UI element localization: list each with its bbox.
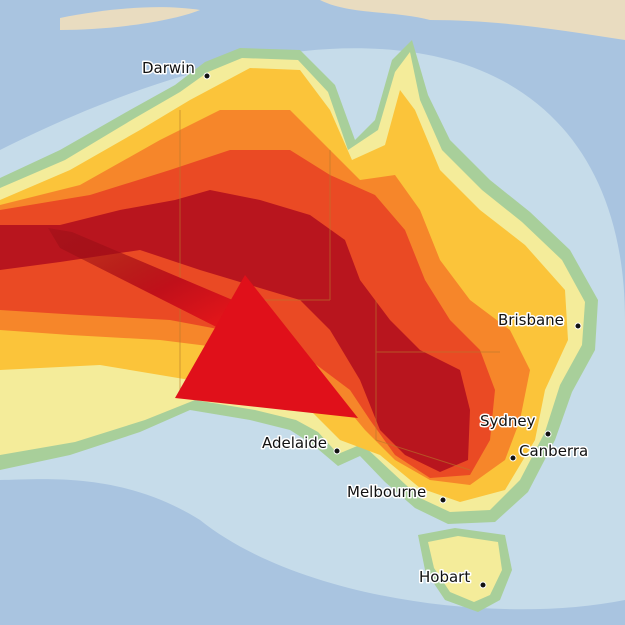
city-canberra[interactable]: Canberra: [509, 441, 590, 462]
city-label: Darwin: [142, 59, 195, 77]
city-dot: [333, 447, 341, 455]
arrow-icon: [48, 228, 358, 418]
city-label: Adelaide: [262, 434, 327, 452]
city-sydney[interactable]: Sydney: [479, 411, 552, 438]
arrow-head: [175, 275, 358, 418]
city-dot: [439, 496, 447, 504]
arrow-shaft: [48, 228, 275, 350]
city-dot: [574, 322, 582, 330]
city-label: Hobart: [419, 568, 470, 586]
city-dot: [544, 430, 552, 438]
city-darwin[interactable]: Darwin: [141, 58, 211, 80]
city-melbourne[interactable]: Melbourne: [346, 482, 447, 504]
new-guinea: [320, 0, 625, 40]
city-label: Canberra: [519, 442, 588, 460]
city-markers: Darwin Brisbane Sydney Canberra Adelaide…: [141, 58, 590, 589]
city-dot: [509, 454, 517, 462]
city-label: Melbourne: [347, 483, 426, 501]
city-label: Brisbane: [498, 311, 564, 329]
city-label: Sydney: [480, 412, 536, 430]
city-brisbane[interactable]: Brisbane: [497, 310, 582, 331]
city-hobart[interactable]: Hobart: [418, 567, 487, 589]
dark-red-zone: [0, 190, 470, 472]
timor: [60, 7, 200, 31]
city-dot: [203, 72, 211, 80]
city-dot: [479, 581, 487, 589]
city-adelaide[interactable]: Adelaide: [261, 433, 341, 455]
